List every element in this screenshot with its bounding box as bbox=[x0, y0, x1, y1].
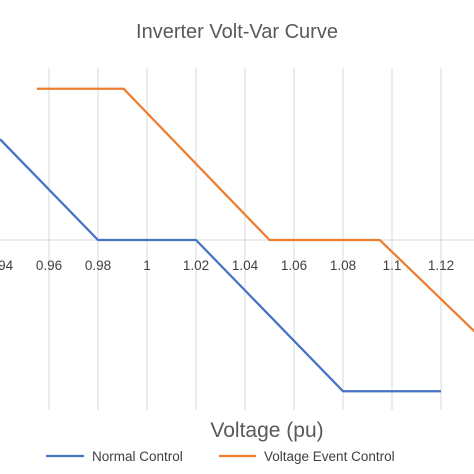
series-group bbox=[0, 87, 474, 393]
x-tick-label: 0.94 bbox=[0, 258, 14, 273]
chart-title: Inverter Volt-Var Curve bbox=[136, 21, 338, 43]
x-tick-label: 1.06 bbox=[281, 258, 307, 273]
x-tick-label: 1.04 bbox=[232, 258, 259, 273]
legend: Normal Control Voltage Event Control bbox=[46, 449, 395, 464]
series-line-normal-control bbox=[0, 138, 441, 393]
x-tick-label: 0.96 bbox=[36, 258, 62, 273]
x-tick-label: 1.1 bbox=[383, 258, 402, 273]
x-tick-label: 1 bbox=[143, 258, 151, 273]
x-tick-label: 0.98 bbox=[85, 258, 111, 273]
legend-label-voltage-event-control: Voltage Event Control bbox=[264, 449, 395, 464]
legend-label-normal-control: Normal Control bbox=[92, 449, 183, 464]
x-tick-label: 1.02 bbox=[183, 258, 209, 273]
series-line-voltage-event-control bbox=[36, 87, 474, 333]
x-tick-labels: 0.94 0.96 0.98 1 1.02 1.04 1.06 1.08 1.1 1.12 bbox=[0, 258, 454, 273]
x-axis-title: Voltage (pu) bbox=[210, 419, 323, 442]
x-tick-label: 1.12 bbox=[428, 258, 454, 273]
x-tick-label: 1.08 bbox=[330, 258, 356, 273]
